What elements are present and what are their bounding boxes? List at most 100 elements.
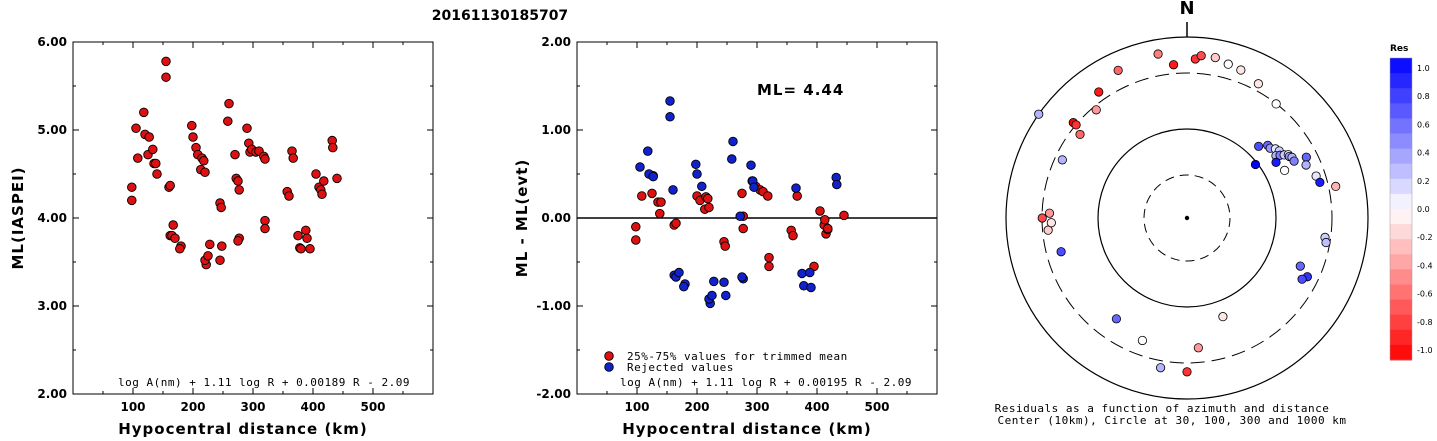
data-point [788, 230, 798, 241]
colorbar-title: Res [1390, 44, 1408, 54]
x-axis-label: Hypocentral distance (km) [118, 420, 368, 438]
data-point [203, 251, 213, 261]
x-tick-label: 300 [744, 400, 769, 414]
station-residual-point [1071, 120, 1081, 130]
data-point [668, 185, 678, 195]
data-point [643, 146, 653, 156]
colorbar-swatch [1390, 118, 1412, 134]
ring-1000km [1005, 36, 1369, 400]
data-point [735, 211, 745, 221]
x-tick-label: 300 [240, 400, 265, 414]
data-point [792, 191, 802, 201]
data-point [797, 268, 807, 279]
data-point [161, 56, 171, 67]
y-tick-label: 5.00 [37, 123, 67, 137]
station-residual-point [1091, 105, 1101, 115]
station-residual-point [1321, 237, 1331, 248]
data-point [656, 197, 666, 207]
data-point [205, 239, 215, 250]
plot-frame [72, 41, 434, 395]
data-point [332, 173, 342, 184]
data-point [187, 120, 197, 131]
y-axis-label: ML(IASPEI) [9, 166, 27, 269]
data-point [823, 223, 833, 234]
data-point [679, 281, 689, 292]
station-residual-point [1034, 109, 1044, 119]
y-tick-label: 6.00 [37, 35, 67, 49]
station-residual-point [1137, 335, 1148, 346]
data-point [311, 169, 321, 179]
colorbar-swatch [1390, 254, 1412, 270]
data-point [293, 230, 303, 241]
x-tick-label: 400 [804, 400, 829, 414]
data-point [200, 167, 210, 177]
data-point [691, 159, 701, 170]
station-residual-point [1111, 314, 1122, 324]
station-residual-point [1168, 60, 1179, 70]
data-point [302, 233, 312, 243]
data-point [288, 153, 298, 163]
data-point [764, 252, 774, 263]
y-tick-label: 2.00 [541, 35, 571, 49]
y-tick-label: 3.00 [37, 299, 67, 313]
colorbar-swatch [1390, 224, 1412, 240]
colorbar-swatch [1390, 58, 1412, 74]
station-residual-point [1250, 159, 1261, 170]
data-point [727, 154, 737, 164]
station-residual-point [1210, 52, 1220, 63]
y-tick-label: 0.00 [541, 211, 571, 225]
colorbar-swatch [1390, 239, 1412, 255]
colorbar-swatch [1390, 88, 1412, 104]
colorbar-swatch [1390, 163, 1412, 180]
station-residual-point [1218, 312, 1228, 322]
legend-marker [604, 362, 614, 372]
data-point [763, 191, 773, 201]
data-point [215, 255, 225, 265]
data-point [719, 277, 729, 287]
colorbar-label: 0.8 [1417, 92, 1430, 101]
colorbar-swatch [1390, 193, 1412, 210]
station-residual-point [1182, 367, 1192, 377]
data-point [631, 222, 641, 232]
y-axis-label: ML - ML(evt) [513, 159, 531, 277]
data-point [637, 191, 647, 201]
station-residual-point [1113, 65, 1123, 75]
residual-colorbar: Res 1.0 0.8 0.6 0.4 0.2 0.0 -0.2 -0.4 -0.6 -0.8 -1.… [1389, 44, 1433, 361]
data-point [728, 136, 738, 147]
data-point [791, 183, 801, 193]
data-point [746, 160, 756, 170]
data-point [127, 182, 137, 192]
station-residual-point [1056, 247, 1066, 257]
data-point [709, 276, 719, 287]
data-point [704, 202, 714, 213]
data-point [165, 180, 175, 191]
ring-300km [1041, 72, 1333, 364]
data-point [151, 158, 161, 169]
station-residual-point [1301, 160, 1311, 170]
legend-marker [604, 351, 614, 361]
data-point [188, 132, 198, 142]
colorbar-swatch [1390, 269, 1412, 285]
data-point [737, 188, 747, 199]
data-point [216, 202, 226, 213]
colorbar-label: -0.2 [1417, 233, 1433, 242]
epicenter-dot [1184, 215, 1190, 221]
station-residual-point [1289, 156, 1299, 166]
data-point [260, 215, 270, 226]
colorbar-swatch [1390, 344, 1412, 361]
colorbar-label: 0.0 [1417, 205, 1430, 214]
station-residual-point [1155, 363, 1166, 373]
data-point [839, 210, 849, 221]
colorbar-label: -0.4 [1417, 261, 1433, 270]
data-point [820, 215, 830, 225]
data-point [230, 149, 240, 160]
data-point [168, 220, 178, 230]
data-point [749, 182, 759, 192]
colorbar-label: 0.6 [1417, 120, 1430, 129]
y-tick-label: -1.00 [536, 299, 571, 313]
station-residual-point [1223, 59, 1233, 69]
data-point [144, 132, 154, 142]
data-point [648, 171, 658, 182]
data-point [665, 112, 675, 122]
colorbar-swatch [1390, 284, 1412, 301]
